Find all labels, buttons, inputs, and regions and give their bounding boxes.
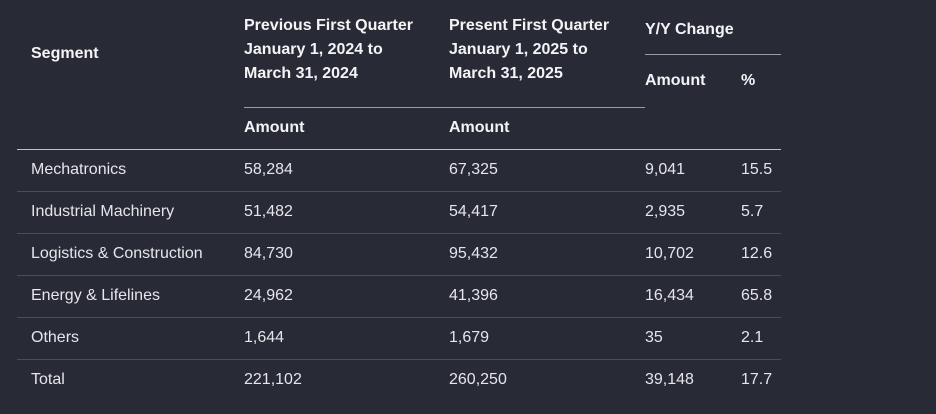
table-row: Logistics & Construction 84,730 95,432 1… — [17, 233, 781, 276]
table-row: Energy & Lifelines 24,962 41,396 16,434 … — [17, 275, 781, 318]
segment-name: Energy & Lifelines — [17, 275, 244, 318]
previous-amount: 1,644 — [244, 317, 449, 360]
previous-amount: 51,482 — [244, 191, 449, 234]
change-percent: 12.6 — [741, 233, 781, 276]
yy-change-percent-header: % — [741, 72, 756, 89]
segment-name: Industrial Machinery — [17, 191, 244, 234]
table-header: Segment Previous First Quarter January 1… — [17, 0, 781, 150]
table-row: Industrial Machinery 51,482 54,417 2,935… — [17, 191, 781, 234]
segment-column-header: Segment — [31, 44, 99, 62]
previous-quarter-title: Previous First Quarter — [244, 17, 413, 34]
change-percent: 17.7 — [741, 371, 773, 388]
present-quarter-start: January 1, 2025 to — [449, 41, 588, 58]
change-amount: 16,434 — [645, 275, 741, 318]
previous-amount-header: Amount — [244, 107, 449, 150]
present-amount-header: Amount — [449, 107, 645, 150]
previous-amount: 58,284 — [244, 149, 449, 192]
segment-name: Mechatronics — [17, 149, 244, 192]
previous-quarter-end: March 31, 2024 — [244, 65, 358, 82]
change-percent: 15.5 — [741, 149, 781, 192]
present-amount: 1,679 — [449, 317, 645, 360]
segment-results-table: Segment Previous First Quarter January 1… — [17, 0, 781, 401]
change-percent: 5.7 — [741, 191, 781, 234]
present-amount: 67,325 — [449, 149, 645, 192]
yy-change-amount-header: Amount — [645, 72, 706, 89]
previous-amount: 84,730 — [244, 233, 449, 276]
segment-name: Logistics & Construction — [17, 233, 244, 276]
change-percent: 65.8 — [741, 275, 781, 318]
change-amount: 35 — [645, 317, 741, 360]
table-row: Mechatronics 58,284 67,325 9,041 15.5 — [17, 149, 781, 192]
segment-table-container: Segment Previous First Quarter January 1… — [17, 0, 781, 401]
present-amount: 260,250 — [449, 371, 507, 388]
change-amount: 2,935 — [645, 191, 741, 234]
change-amount: 9,041 — [645, 149, 741, 192]
table-body: Mechatronics 58,284 67,325 9,041 15.5 In… — [17, 149, 781, 401]
change-amount: 39,148 — [645, 371, 694, 388]
previous-amount: 221,102 — [244, 371, 302, 388]
segment-name: Total — [31, 371, 65, 388]
present-amount: 95,432 — [449, 233, 645, 276]
present-quarter-header: Present First Quarter January 1, 2025 to… — [449, 0, 645, 108]
present-amount: 41,396 — [449, 275, 645, 318]
segment-name: Others — [17, 317, 244, 360]
yy-change-header: Y/Y Change — [645, 0, 781, 55]
previous-quarter-header: Previous First Quarter January 1, 2024 t… — [244, 0, 449, 108]
table-row-total: Total 221,102 260,250 39,148 17.7 — [17, 359, 781, 401]
change-amount: 10,702 — [645, 233, 741, 276]
previous-quarter-start: January 1, 2024 to — [244, 41, 383, 58]
change-unit-blank — [645, 107, 741, 150]
present-quarter-title: Present First Quarter — [449, 17, 610, 34]
change-percent: 2.1 — [741, 317, 781, 360]
present-quarter-end: March 31, 2025 — [449, 65, 563, 82]
table-row: Others 1,644 1,679 35 2.1 — [17, 317, 781, 360]
segment-unit-blank — [17, 107, 244, 150]
present-amount: 54,417 — [449, 191, 645, 234]
previous-amount: 24,962 — [244, 275, 449, 318]
percent-unit-blank — [741, 107, 781, 150]
